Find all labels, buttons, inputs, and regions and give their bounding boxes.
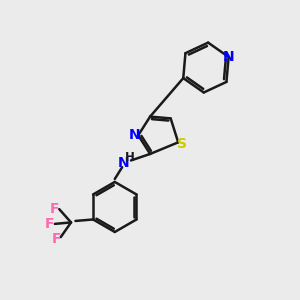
Text: H: H	[125, 151, 135, 164]
Text: S: S	[177, 137, 187, 151]
Text: F: F	[52, 232, 61, 246]
Text: N: N	[129, 128, 140, 142]
Text: N: N	[223, 50, 234, 64]
Text: N: N	[118, 156, 129, 170]
Text: F: F	[50, 202, 60, 216]
Text: F: F	[45, 217, 54, 231]
